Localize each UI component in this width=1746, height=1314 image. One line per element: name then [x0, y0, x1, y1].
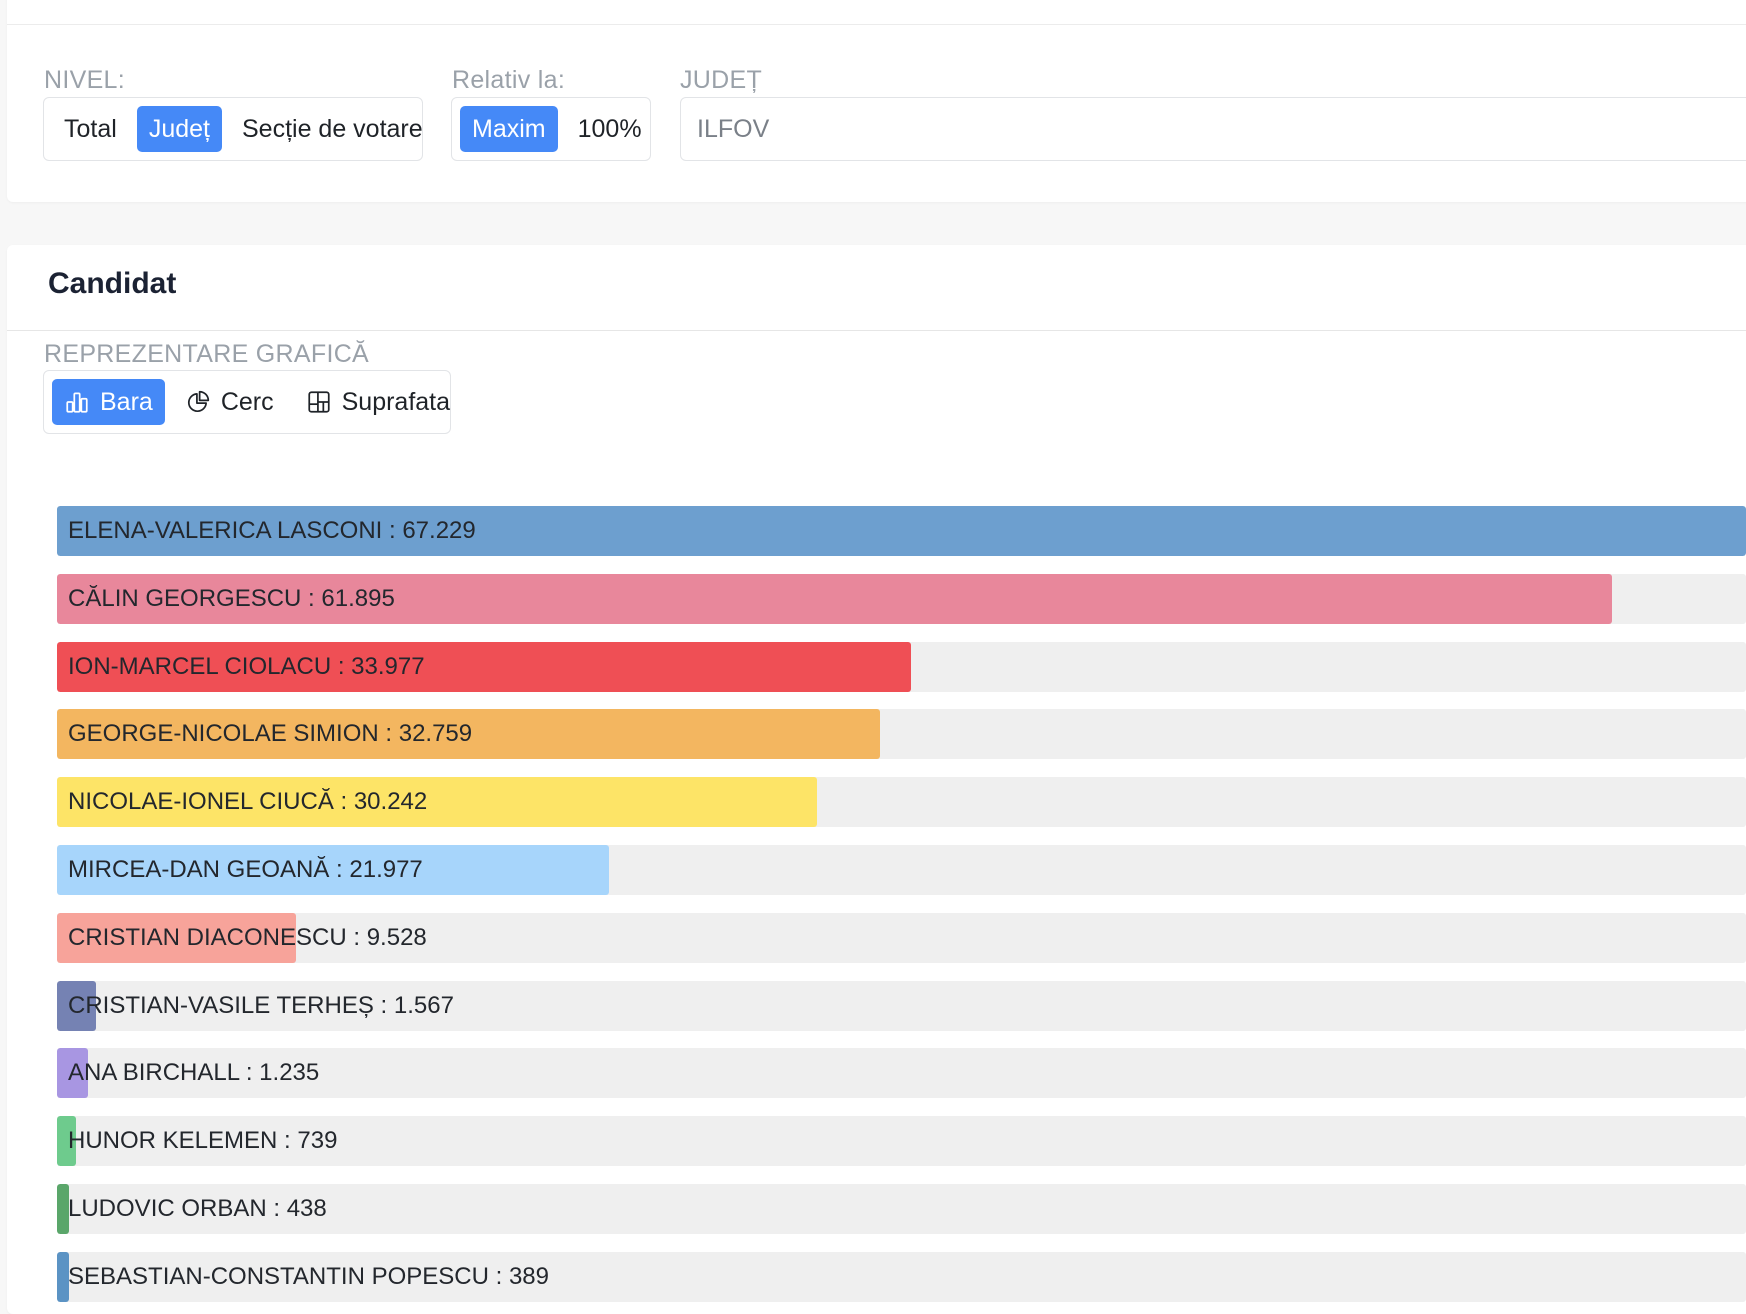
nivel-option-total[interactable]: Total — [64, 115, 117, 143]
representation-option-label: Cerc — [220, 388, 274, 416]
representation-option-label: Bara — [100, 388, 153, 416]
representation-label: REPREZENTARE GRAFICĂ — [44, 340, 370, 368]
bar-label: CRISTIAN-VASILE TERHEȘ : 1.567 — [68, 992, 454, 1019]
bar-label: SEBASTIAN-CONSTANTIN POPESCU : 389 — [68, 1263, 549, 1290]
bar — [57, 1252, 69, 1302]
bar — [57, 709, 880, 759]
bar — [57, 506, 1746, 556]
filters-card: NIVEL: Total Județ Secție de votare Rela… — [7, 0, 1746, 202]
bar-row[interactable]: CRISTIAN-VASILE TERHEȘ : 1.567 — [57, 981, 1746, 1031]
bar-label: CRISTIAN DIACONESCU : 9.528 — [68, 924, 427, 951]
treemap-icon — [307, 391, 330, 413]
bar-row[interactable]: GEORGE-NICOLAE SIMION : 32.759 — [57, 709, 1746, 759]
judet-select[interactable]: ILFOV — [680, 97, 1746, 161]
bar — [57, 777, 817, 827]
representation-option-suprafata[interactable]: Suprafata — [294, 379, 462, 425]
judet-label: JUDEȚ — [680, 66, 763, 94]
nivel-label: NIVEL: — [44, 66, 125, 94]
card-title: Candidat — [48, 267, 177, 300]
bar-label: GEORGE-NICOLAE SIMION : 32.759 — [68, 720, 473, 747]
bar-row[interactable]: SEBASTIAN-CONSTANTIN POPESCU : 389 — [57, 1252, 1746, 1302]
bar-row[interactable]: NICOLAE-IONEL CIUCĂ : 30.242 — [57, 777, 1746, 827]
relativ-segmented-control: Maxim 100% — [451, 97, 651, 161]
nivel-segmented-control: Total Județ Secție de votare — [43, 97, 423, 161]
relativ-option-100[interactable]: 100% — [577, 115, 642, 143]
bar-row[interactable]: MIRCEA-DAN GEOANĂ : 21.977 — [57, 845, 1746, 895]
judet-select-value: ILFOV — [697, 114, 770, 143]
bar-row[interactable]: ANA BIRCHALL : 1.235 — [57, 1048, 1746, 1098]
relativ-option-maxim[interactable]: Maxim — [460, 106, 558, 152]
bar-label: MIRCEA-DAN GEOANĂ : 21.977 — [68, 856, 423, 883]
nivel-option-sectie[interactable]: Secție de votare — [241, 115, 423, 143]
bar-label: NICOLAE-IONEL CIUCĂ : 30.242 — [68, 788, 428, 815]
bar-label: ELENA-VALERICA LASCONI : 67.229 — [68, 517, 476, 544]
bar-row[interactable]: ELENA-VALERICA LASCONI : 67.229 — [57, 506, 1746, 556]
bar — [57, 1116, 76, 1166]
bar — [57, 642, 911, 692]
bar-row[interactable]: ION-MARCEL CIOLACU : 33.977 — [57, 642, 1746, 692]
bar — [57, 574, 1612, 624]
bar-row[interactable]: CRISTIAN DIACONESCU : 9.528 — [57, 913, 1746, 963]
relativ-label: Relativ la: — [452, 66, 566, 94]
pie-chart-icon — [187, 390, 209, 413]
bar — [57, 845, 609, 895]
representation-option-cerc[interactable]: Cerc — [173, 379, 286, 425]
representation-segmented-control: Bara Cerc Suprafata — [43, 370, 451, 434]
bar-label: ION-MARCEL CIOLACU : 33.977 — [68, 653, 425, 680]
bar-row[interactable]: LUDOVIC ORBAN : 438 — [57, 1184, 1746, 1234]
divider — [7, 24, 1746, 25]
bar-label: HUNOR KELEMEN : 739 — [68, 1127, 338, 1154]
bar-row[interactable]: CĂLIN GEORGESCU : 61.895 — [57, 574, 1746, 624]
bar-label: CĂLIN GEORGESCU : 61.895 — [68, 585, 395, 612]
bar — [57, 913, 296, 963]
bar — [57, 1184, 69, 1234]
bar-chart-icon — [66, 392, 88, 413]
representation-option-label: Suprafata — [341, 388, 451, 416]
representation-option-bara[interactable]: Bara — [52, 379, 165, 425]
nivel-option-judet[interactable]: Județ — [136, 106, 222, 152]
bar-row[interactable]: HUNOR KELEMEN : 739 — [57, 1116, 1746, 1166]
divider — [7, 330, 1746, 331]
bar — [57, 1048, 88, 1098]
bar — [57, 981, 96, 1031]
bar-label: LUDOVIC ORBAN : 438 — [68, 1195, 327, 1222]
bar-label: ANA BIRCHALL : 1.235 — [68, 1059, 320, 1086]
